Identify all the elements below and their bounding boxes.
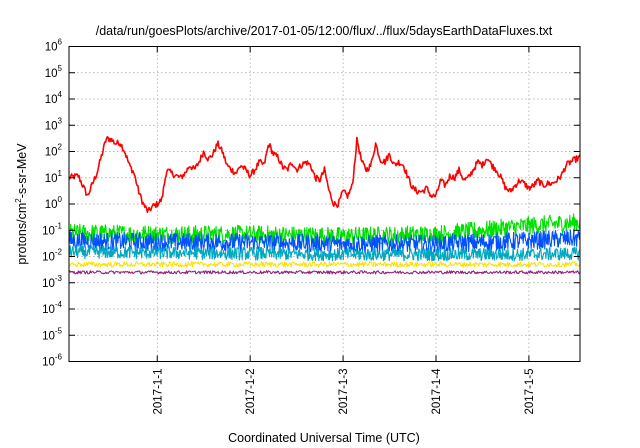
x-tick-label: 2017-1-1: [152, 368, 164, 414]
y-tick-base: 10: [45, 147, 58, 159]
y-tick-exponent: -2: [55, 248, 63, 257]
y-tick-base: 10: [45, 120, 58, 132]
plot-frame: [68, 46, 581, 362]
y-tick-label: 10-4: [42, 300, 62, 316]
series-layer: [68, 135, 581, 275]
x-tick-label: 2017-1-3: [338, 368, 350, 414]
y-tick-exponent: 1: [58, 169, 63, 178]
y-axis-label-main: protons/cm: [15, 203, 29, 265]
y-tick-exponent: 4: [58, 90, 63, 99]
y-tick-exponent: -6: [55, 353, 63, 362]
y-tick-label: 10-5: [42, 326, 62, 342]
y-tick-base: 10: [42, 252, 55, 264]
grid: [69, 46, 580, 362]
series-line: [68, 261, 581, 268]
y-tick-exponent: 3: [58, 116, 63, 125]
series-line: [68, 245, 581, 262]
y-tick-exponent: -5: [55, 326, 63, 335]
axes: 10610510410310210110010-110-210-310-410-…: [42, 38, 580, 415]
y-tick-base: 10: [42, 357, 55, 369]
y-tick-label: 105: [45, 64, 63, 80]
y-tick-base: 10: [42, 304, 55, 316]
y-tick-base: 10: [42, 225, 55, 237]
y-tick-base: 10: [45, 199, 58, 211]
y-tick-label: 104: [45, 90, 63, 106]
y-tick-label: 10-2: [42, 248, 62, 264]
x-tick-label: 2017-1-4: [431, 368, 443, 415]
y-tick-label: 10-1: [42, 221, 62, 237]
series-line: [68, 228, 581, 254]
y-tick-base: 10: [45, 173, 58, 185]
series-line: [68, 213, 581, 246]
y-tick-label: 106: [45, 38, 63, 54]
y-tick-base: 10: [42, 278, 55, 290]
series-line: [68, 270, 581, 275]
y-axis-label: protons/cm2-s-sr-MeV: [14, 143, 29, 265]
x-tick-label: 2017-1-2: [245, 368, 257, 414]
y-tick-base: 10: [45, 94, 58, 106]
y-tick-exponent: 2: [58, 143, 63, 152]
y-tick-base: 10: [45, 68, 58, 80]
y-tick-exponent: -4: [55, 300, 63, 309]
y-tick-label: 102: [45, 143, 63, 159]
y-tick-label: 103: [45, 116, 63, 132]
chart-title: /data/run/goesPlots/archive/2017-01-05/1…: [96, 24, 553, 38]
y-tick-exponent: 0: [58, 195, 63, 204]
y-tick-exponent: -3: [55, 274, 63, 283]
y-axis-label-sup: 2: [14, 198, 23, 203]
y-tick-exponent: 6: [58, 38, 63, 47]
y-tick-exponent: -1: [55, 221, 63, 230]
y-tick-label: 100: [45, 195, 63, 211]
x-axis-label: Coordinated Universal Time (UTC): [228, 431, 420, 445]
y-tick-exponent: 5: [58, 64, 63, 73]
y-axis-label-unit: -s-sr-MeV: [15, 143, 29, 199]
y-tick-base: 10: [42, 330, 55, 342]
y-tick-label: 101: [45, 169, 63, 185]
x-tick-label: 2017-1-5: [524, 368, 536, 414]
y-tick-base: 10: [45, 42, 58, 54]
series-line: [68, 135, 581, 214]
y-tick-label: 10-3: [42, 274, 62, 290]
y-tick-label: 10-6: [42, 353, 62, 369]
